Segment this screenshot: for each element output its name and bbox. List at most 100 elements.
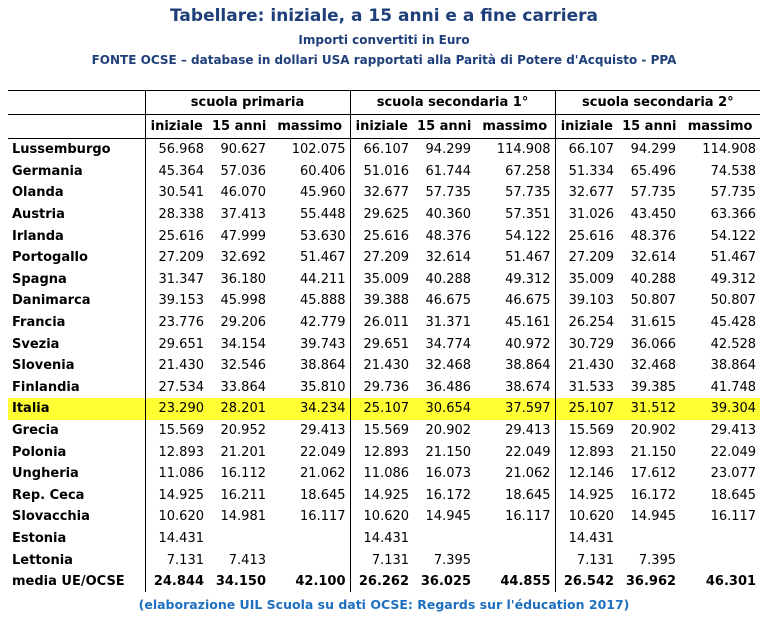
cell: 36.025 xyxy=(420,574,472,590)
cell: 45.364 xyxy=(144,160,208,183)
salary-table: scuola primaria scuola secondaria 1° scuol… xyxy=(8,90,761,593)
title: Tabellare: iniziale, a 15 anni e a fine … xyxy=(170,6,598,26)
cell: 27.209 xyxy=(144,246,208,269)
table-body: Lussemburgo 56.968 90.627 102.075 66.107 94.2… xyxy=(8,138,761,593)
cell: 15.569 xyxy=(144,419,208,442)
cell: 57.735 xyxy=(630,185,677,201)
cell: 54.122 xyxy=(505,228,551,244)
cell: 102.075 xyxy=(291,142,346,158)
cell: 32.677 xyxy=(349,182,414,204)
table-row: Spagna 31.347 36.180 44.211 35.009 40.288 49.3… xyxy=(8,268,760,291)
cell: 41.748 xyxy=(710,379,757,395)
cell: 27.209 xyxy=(554,246,619,269)
cell: 15.569 xyxy=(349,419,414,442)
cell: 48.376 xyxy=(630,228,677,244)
table-row: Lussemburgo 56.968 90.627 102.075 66.107 94.2… xyxy=(8,138,760,161)
cell: 7.131 xyxy=(554,549,619,571)
cell: 38.864 xyxy=(710,358,757,374)
table-row: Italia 23.290 28.201 34.234 25.107 30.654 37.5… xyxy=(8,398,761,420)
cell: 29.736 xyxy=(349,376,414,399)
cell: 12.893 xyxy=(349,441,414,463)
column-header: iniziale xyxy=(554,114,619,139)
cell: 20.902 xyxy=(425,423,472,439)
cell: 45.428 xyxy=(710,315,757,331)
row-label: Finlandia xyxy=(12,379,80,395)
cell: 23.290 xyxy=(144,398,208,420)
row-label: Lettonia xyxy=(12,552,73,568)
cell: 50.807 xyxy=(710,293,757,309)
cell: 32.546 xyxy=(220,358,267,374)
cell: 56.968 xyxy=(144,138,208,161)
cell: 46.301 xyxy=(705,574,757,590)
cell: 21.430 xyxy=(554,354,619,377)
cell: 14.431 xyxy=(554,527,619,550)
cell: 14.945 xyxy=(425,509,472,525)
cell: 14.431 xyxy=(144,527,208,550)
cell: 26.011 xyxy=(349,311,414,334)
cell: 40.288 xyxy=(425,271,472,287)
cell: 63.366 xyxy=(710,207,757,223)
cell: 114.908 xyxy=(702,142,757,158)
cell: 23.776 xyxy=(144,311,208,334)
cell: 30.541 xyxy=(144,182,208,204)
cell: 10.620 xyxy=(144,506,208,528)
cell: 46.070 xyxy=(220,185,267,201)
cell: 34.774 xyxy=(425,336,472,352)
cell: 42.528 xyxy=(710,336,757,352)
row-label: Danimarca xyxy=(12,293,91,309)
cell: 23.077 xyxy=(710,466,757,482)
cell: 57.735 xyxy=(710,185,757,201)
cell: 90.627 xyxy=(220,142,267,158)
cell: 45.960 xyxy=(300,185,346,201)
cell xyxy=(680,528,760,550)
cell: 20.902 xyxy=(630,423,677,439)
cell: 32.677 xyxy=(554,182,619,204)
subtitle: Importi convertiti in Euro xyxy=(298,33,470,47)
row-label: Olanda xyxy=(12,185,64,201)
cell: 18.645 xyxy=(300,487,346,503)
cell: 66.107 xyxy=(349,138,414,161)
cell: 31.026 xyxy=(554,203,619,226)
cell: 14.945 xyxy=(630,509,677,525)
cell: 57.735 xyxy=(505,185,551,201)
cell: 16.172 xyxy=(425,487,472,503)
cell: 67.258 xyxy=(505,163,551,179)
table-row: Danimarca 39.153 45.998 45.888 39.388 46.675 4… xyxy=(8,290,760,312)
cell: 21.201 xyxy=(220,444,267,460)
cell: 12.893 xyxy=(554,441,619,463)
cell: 31.512 xyxy=(630,401,677,417)
row-label: Francia xyxy=(12,315,66,331)
cell: 57.351 xyxy=(505,207,551,223)
cell: 14.431 xyxy=(349,527,414,550)
row-label: Italia xyxy=(12,401,50,417)
cell: 16.117 xyxy=(710,509,757,525)
cell: 49.312 xyxy=(505,271,551,287)
table-row: Polonia 12.893 21.201 22.049 12.893 21.150 22.… xyxy=(8,441,760,463)
cell: 31.615 xyxy=(630,315,677,331)
cell: 47.999 xyxy=(220,228,267,244)
cell: 21.430 xyxy=(349,354,414,377)
cell: 22.049 xyxy=(300,444,346,460)
cell: 11.086 xyxy=(349,462,414,485)
cell: 24.844 xyxy=(144,570,208,593)
cell xyxy=(413,528,475,550)
cell: 16.117 xyxy=(505,509,551,525)
cell: 25.616 xyxy=(144,225,208,247)
cell: 16.211 xyxy=(220,487,267,503)
cell: 57.735 xyxy=(425,185,472,201)
row-label: Portogallo xyxy=(12,250,88,266)
row-label: Spagna xyxy=(12,271,67,287)
row-label: Austria xyxy=(12,207,65,223)
cell: 39.103 xyxy=(554,290,619,312)
cell: 55.448 xyxy=(300,207,346,223)
column-header: massimo xyxy=(270,114,351,139)
table-row: Lettonia 7.131 7.413 7.131 7.395 7.131 7.395 xyxy=(8,549,760,571)
cell: 35.009 xyxy=(349,268,414,291)
row-label: Polonia xyxy=(12,444,67,460)
cell xyxy=(475,549,555,571)
cell: 12.893 xyxy=(144,441,208,463)
corner xyxy=(8,90,145,115)
cell: 40.360 xyxy=(425,207,472,223)
cell: 20.952 xyxy=(220,423,267,439)
